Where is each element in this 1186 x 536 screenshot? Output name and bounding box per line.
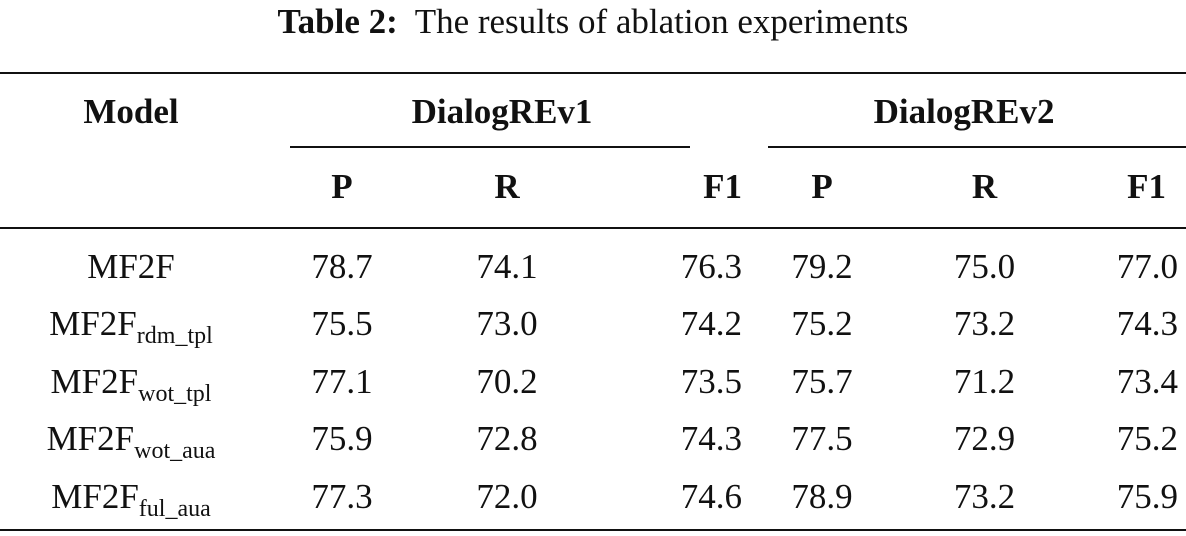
metric-header: P [331,167,353,206]
group-header-dialogrev2: DialogREv2 [873,92,1055,131]
top-rule [0,72,1186,74]
model-name: MF2F [49,304,137,344]
metric-header: R [971,167,998,206]
value-cell: 72.9 [953,419,1016,459]
group-rule-dialogrev1 [290,146,690,148]
metric-header: R [494,167,520,206]
value-cell: 78.7 [311,246,373,286]
model-variant: wot_aua [134,438,216,465]
value-cell: 73.0 [476,304,538,344]
mid-rule [0,227,1186,229]
value-cell: 75.2 [1116,419,1179,459]
value-cell: 71.2 [953,361,1016,401]
value-cell: 75.2 [791,304,853,344]
value-cell: 74.3 [680,419,743,459]
table-caption: Table 2: The results of ablation experim… [0,0,1186,44]
value-cell: 74.6 [680,476,743,516]
value-cell: 74.2 [680,304,743,344]
value-cell: 73.2 [953,304,1016,344]
value-cell: 75.7 [791,361,853,401]
model-name: MF2F [51,476,139,516]
group-header-dialogrev1: DialogREv1 [411,92,593,131]
value-cell: 75.0 [953,246,1016,286]
table-row: MF2F 78.7 74.1 76.3 79.2 75.0 77.0 [0,226,1186,296]
ablation-table: Model DialogREv1 DialogREv2 P R F1 P R F… [0,76,1186,526]
model-name: MF2F [50,361,139,401]
value-cell: 72.8 [476,419,538,459]
table-row: MF2Fwot_aua 75.9 72.8 74.3 77.5 72.9 75.2 [0,411,1186,469]
value-cell: 73.5 [680,361,743,401]
value-cell: 75.9 [311,419,373,459]
value-cell: 70.2 [476,361,538,401]
value-cell: 74.1 [476,246,538,286]
model-cell: MF2Fwot_aua [0,411,262,469]
table-row: MF2Fwot_tpl 77.1 70.2 73.5 75.7 71.2 73.4 [0,353,1186,411]
value-cell: 73.2 [953,476,1016,516]
value-cell: 78.9 [791,476,853,516]
value-cell: 76.3 [680,246,743,286]
model-header: Model [83,92,179,131]
metric-header: F1 [1127,167,1167,206]
model-variant: ful_aua [138,495,211,522]
model-cell: MF2F [0,226,262,296]
value-cell: 79.2 [791,246,853,286]
value-cell: 77.0 [1116,246,1179,286]
table-row: MF2Fful_aua 77.3 72.0 74.6 78.9 73.2 75.9 [0,468,1186,526]
value-cell: 74.3 [1116,304,1179,344]
table-row: MF2Frdm_tpl 75.5 73.0 74.2 75.2 73.2 74.3 [0,296,1186,354]
model-cell: MF2Frdm_tpl [0,296,262,354]
value-cell: 75.5 [311,304,373,344]
value-cell: 77.5 [791,419,853,459]
metric-header: P [811,167,833,206]
model-variant: rdm_tpl [136,323,213,350]
caption-text: The results of ablation experiments [414,2,909,41]
metric-header: F1 [703,167,743,206]
group-rule-dialogrev2 [768,146,1186,148]
model-name: MF2F [46,419,135,459]
model-cell: MF2Fwot_tpl [0,353,262,411]
bottom-rule [0,529,1186,531]
caption-label: Table 2: [277,2,398,41]
value-cell: 72.0 [476,476,538,516]
model-cell: MF2Fful_aua [0,468,262,526]
value-cell: 73.4 [1116,361,1179,401]
model-name: MF2F [87,246,175,286]
model-variant: wot_tpl [138,380,212,407]
value-cell: 75.9 [1116,476,1179,516]
value-cell: 77.1 [311,361,373,401]
value-cell: 77.3 [311,476,373,516]
